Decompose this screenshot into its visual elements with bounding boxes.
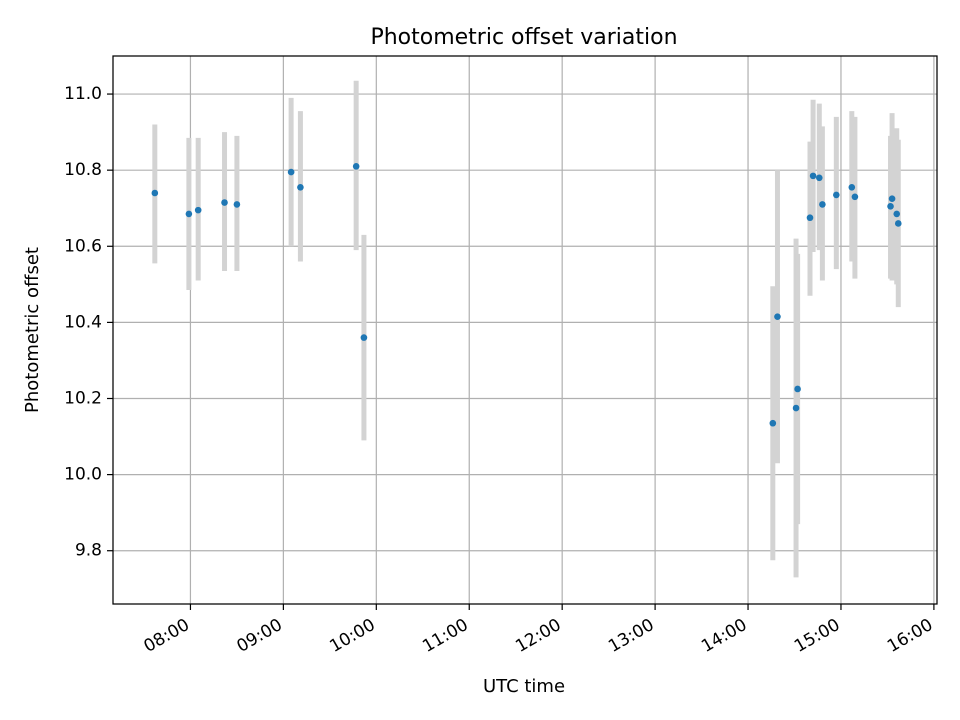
data-point: [851, 193, 859, 201]
data-point: [893, 210, 901, 218]
data-point: [151, 189, 159, 197]
data-point: [297, 183, 304, 191]
data-point: [815, 174, 823, 182]
data-point: [848, 183, 856, 191]
y-tick-label: 10.6: [64, 236, 102, 256]
data-point: [774, 313, 781, 320]
data-point: [819, 201, 826, 208]
y-tick-label: 9.8: [75, 541, 102, 561]
y-tick-label: 10.4: [64, 312, 102, 332]
data-point: [769, 419, 777, 427]
data-point: [833, 191, 840, 199]
data-point: [360, 334, 368, 341]
y-axis-label: Photometric offset: [22, 247, 43, 413]
data-point: [194, 206, 202, 214]
data-point: [185, 210, 193, 218]
plot-frame: [112, 55, 938, 605]
y-tick-label: 10.0: [64, 465, 102, 485]
data-point: [221, 199, 228, 206]
data-point: [806, 214, 814, 222]
y-tick-label: 10.8: [64, 160, 102, 180]
data-points: [151, 163, 902, 427]
data-point: [233, 201, 241, 208]
chart-title: Photometric offset variation: [370, 25, 677, 50]
data-point: [809, 172, 817, 180]
data-point: [352, 163, 360, 170]
data-point: [794, 385, 801, 393]
y-tick-label: 10.2: [64, 389, 102, 409]
y-tick-label: 11.0: [64, 84, 102, 104]
data-point: [894, 220, 902, 227]
data-point: [887, 203, 894, 210]
y-axis-ticks: 9.8 10.0 10.2 10.4 10.6 10.8 11.0: [64, 84, 113, 561]
data-point: [888, 195, 896, 203]
x-axis-label: UTC time: [483, 676, 565, 697]
data-point: [792, 404, 800, 412]
data-point: [287, 168, 295, 176]
